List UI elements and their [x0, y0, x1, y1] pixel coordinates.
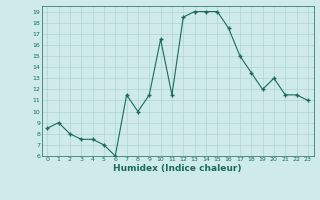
X-axis label: Humidex (Indice chaleur): Humidex (Indice chaleur)	[113, 164, 242, 173]
